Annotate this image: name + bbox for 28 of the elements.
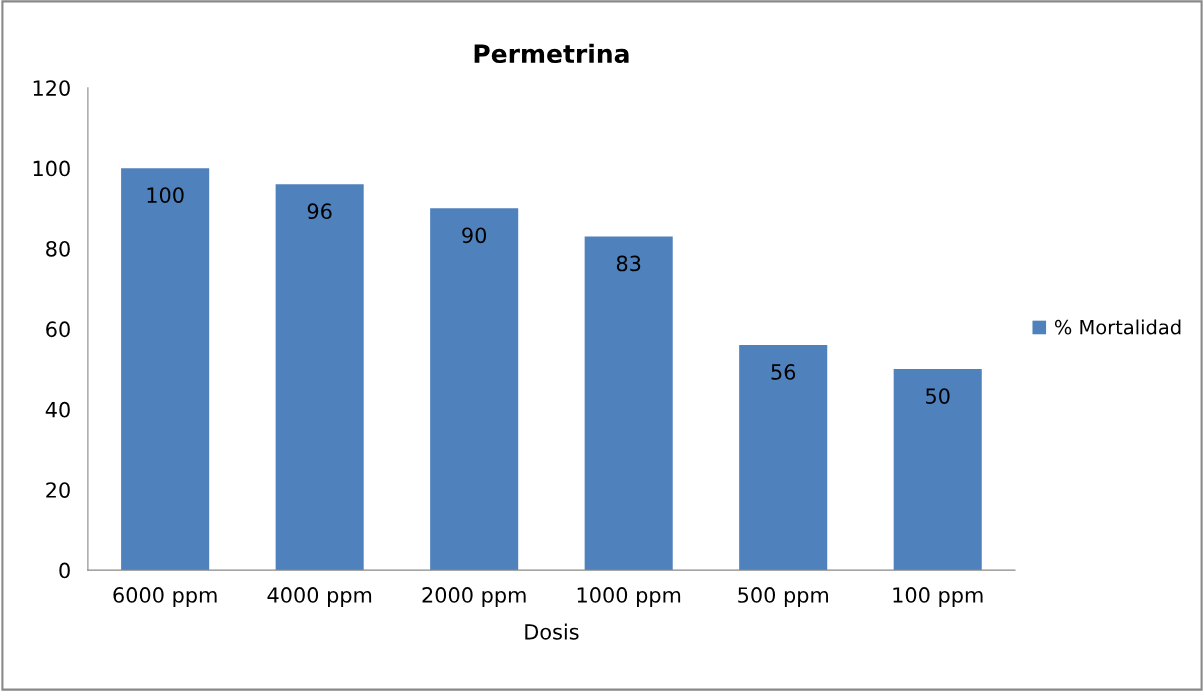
data-label: 96	[307, 203, 332, 220]
bar	[739, 344, 828, 571]
y-tick-label: 80	[46, 240, 70, 257]
y-tick-label: 20	[46, 482, 70, 498]
data-label: 90	[462, 227, 487, 244]
data-label: 56	[771, 364, 796, 380]
legend-label: % Mortalidad	[1054, 319, 1181, 335]
bar	[275, 184, 364, 571]
x-tick-label: 6000 ppm	[113, 587, 217, 607]
y-tick-label: 60	[46, 321, 70, 338]
x-tick-label: 4000 ppm	[267, 587, 372, 607]
bar	[584, 236, 673, 571]
bar	[893, 369, 982, 571]
y-tick-label: 120	[33, 80, 70, 96]
x-tick-label: 100 ppm	[893, 587, 983, 607]
y-tick-label: 100	[33, 160, 70, 177]
data-label: 50	[926, 388, 950, 404]
data-label: 83	[616, 255, 641, 272]
x-tick-label: 2000 ppm	[422, 587, 526, 607]
bar	[430, 208, 519, 571]
data-label: 100	[147, 187, 184, 203]
x-tick-label: 500 ppm	[738, 587, 828, 607]
x-axis-title: Dosis	[525, 623, 579, 640]
y-tick-label: 40	[45, 401, 70, 418]
chart-title: Permetrina	[474, 43, 629, 64]
x-tick-label: 1000 ppm	[577, 587, 681, 607]
bar	[121, 168, 210, 571]
y-tick-label: 0	[59, 562, 70, 579]
